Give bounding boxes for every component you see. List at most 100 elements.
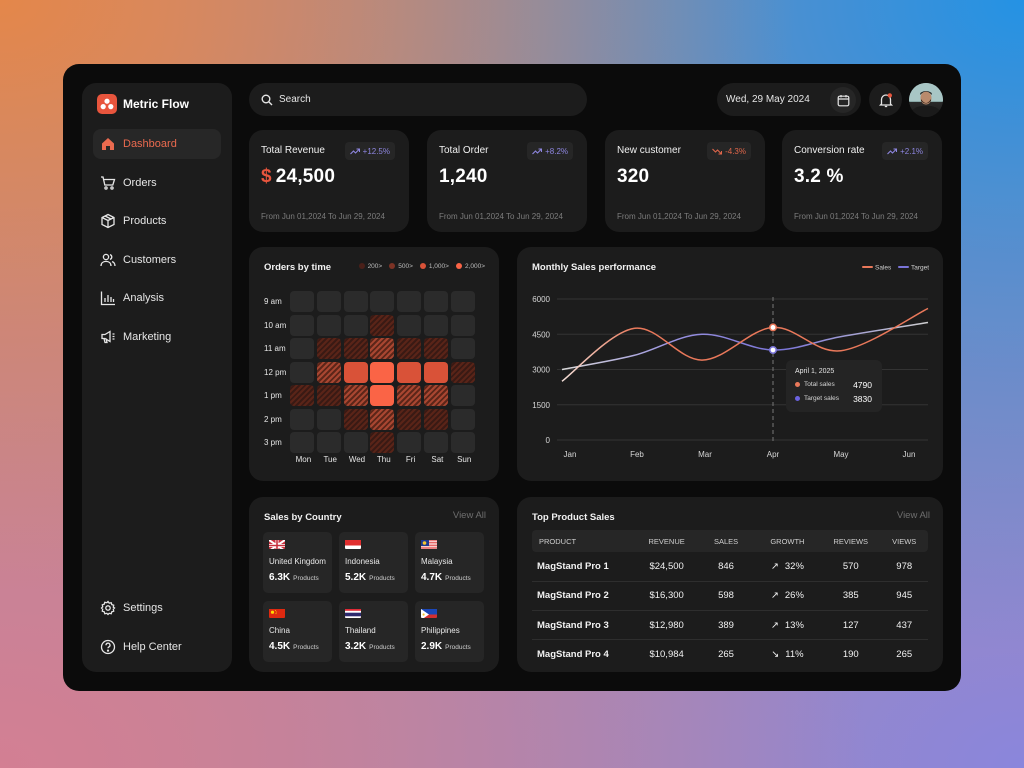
brand[interactable]: Metric Flow: [97, 94, 189, 114]
heatmap-cell[interactable]: [316, 408, 341, 430]
heatmap-cell[interactable]: [370, 291, 395, 313]
heatmap-cell[interactable]: [423, 432, 448, 454]
heatmap-cell[interactable]: [316, 338, 341, 360]
heatmap-cell[interactable]: [316, 291, 341, 313]
heatmap-cell[interactable]: [397, 432, 422, 454]
heatmap-cell[interactable]: [343, 432, 368, 454]
heatmap-cell[interactable]: [343, 385, 368, 407]
sidebar-item-label: Customers: [123, 253, 177, 266]
country-card-th[interactable]: Thailand 3.2K Products: [339, 601, 408, 662]
date-picker[interactable]: Wed, 29 May 2024: [717, 83, 861, 116]
table-row[interactable]: MagStand Pro 1 $24,500 846 ↗ 32% 570 978: [532, 552, 928, 582]
country-value: 6.3K Products: [269, 572, 319, 583]
heatmap-cell[interactable]: [397, 314, 422, 336]
view-all-countries-link[interactable]: View All: [452, 510, 486, 521]
heatmap-cell[interactable]: [290, 291, 314, 313]
column-header[interactable]: REVENUE: [634, 530, 699, 552]
heatmap-cell[interactable]: [450, 314, 475, 336]
heatmap-day-labels: Mon Tue Wed Thu Fri Sat Sun: [290, 455, 478, 464]
arrow-up-right-icon: ↗: [770, 560, 779, 572]
heatmap-cell[interactable]: [316, 385, 341, 407]
heatmap-cell[interactable]: [423, 314, 448, 336]
column-header[interactable]: SALES: [698, 530, 754, 552]
sidebar-item-analysis[interactable]: Analysis: [93, 283, 221, 313]
user-avatar[interactable]: [909, 83, 943, 117]
brand-name: Metric Flow: [123, 97, 190, 111]
country-card-my[interactable]: Malaysia 4.7K Products: [415, 532, 484, 593]
sidebar-item-settings[interactable]: Settings: [93, 593, 221, 623]
sidebar-item-customers[interactable]: Customers: [93, 245, 221, 275]
trend-down-icon: [712, 148, 723, 155]
country-card-ph[interactable]: Philippines 2.9K Products: [415, 601, 484, 662]
heatmap-cell[interactable]: [423, 338, 448, 360]
heatmap-cell[interactable]: [450, 408, 475, 430]
heatmap-cell[interactable]: [370, 314, 395, 336]
heatmap-cell[interactable]: [450, 385, 475, 407]
heatmap-cell[interactable]: [316, 314, 341, 336]
country-card-uk[interactable]: United Kingdom 6.3K Products: [263, 532, 332, 593]
heatmap-cell[interactable]: [370, 432, 395, 454]
heatmap-cell[interactable]: [343, 338, 368, 360]
column-header[interactable]: PRODUCT: [532, 530, 635, 552]
heatmap-cell[interactable]: [370, 338, 395, 360]
heatmap-cell[interactable]: [290, 338, 314, 360]
heatmap-cell[interactable]: [423, 408, 448, 430]
heatmap-cell[interactable]: [370, 385, 395, 407]
calendar-button[interactable]: [830, 87, 856, 113]
table-row[interactable]: MagStand Pro 3 $12,980 389 ↗ 13% 127 437: [532, 610, 928, 641]
heatmap-cell[interactable]: [450, 432, 475, 454]
current-date: Wed, 29 May 2024: [726, 94, 810, 105]
heatmap-cell[interactable]: [450, 291, 475, 313]
heatmap-cell[interactable]: [423, 361, 448, 383]
heatmap-cell[interactable]: [343, 408, 368, 430]
column-header[interactable]: VIEWS: [880, 530, 928, 552]
notifications-button[interactable]: [869, 83, 902, 116]
heatmap-cell[interactable]: [290, 314, 314, 336]
heatmap-cell[interactable]: [397, 361, 422, 383]
heatmap-cell[interactable]: [316, 361, 341, 383]
heatmap-cell[interactable]: [423, 291, 448, 313]
heatmap-row: 3 pm: [264, 431, 478, 455]
data-point-sales[interactable]: [769, 323, 778, 332]
view-all-products-link[interactable]: View All: [896, 510, 930, 521]
column-header[interactable]: GROWTH: [753, 530, 822, 552]
sidebar-item-dashboard[interactable]: Dashboard: [93, 129, 221, 159]
sidebar-bottom: Settings Help Center: [93, 593, 221, 670]
table-row[interactable]: MagStand Pro 4 $10,984 265 ↘ 11% 190 265: [532, 640, 928, 669]
search-bar[interactable]: [249, 83, 587, 116]
sidebar-item-marketing[interactable]: Marketing: [93, 322, 221, 352]
heatmap-cell[interactable]: [423, 385, 448, 407]
heatmap-cell[interactable]: [370, 361, 395, 383]
sidebar-item-orders[interactable]: Orders: [93, 168, 221, 198]
heatmap-cell[interactable]: [290, 361, 314, 383]
sidebar-item-help-center[interactable]: Help Center: [93, 632, 221, 662]
heatmap-cell[interactable]: [397, 338, 422, 360]
column-header[interactable]: REVIEWS: [821, 530, 881, 552]
hour-label: 9 am: [264, 297, 282, 307]
stat-range: From Jun 01,2024 To Jun 29, 2024: [261, 212, 385, 221]
heatmap-cell[interactable]: [343, 314, 368, 336]
hour-label: 2 pm: [264, 414, 282, 424]
heatmap-cell[interactable]: [397, 408, 422, 430]
heatmap-cell[interactable]: [397, 385, 422, 407]
search-input[interactable]: [279, 94, 559, 105]
table-row[interactable]: MagStand Pro 2 $16,300 598 ↗ 26% 385 945: [532, 581, 928, 612]
country-card-cn[interactable]: China 4.5K Products: [263, 601, 332, 662]
data-point-target[interactable]: [769, 345, 778, 354]
heatmap-cell[interactable]: [290, 432, 314, 454]
unit-label: Products: [445, 644, 471, 651]
calendar-icon: [837, 94, 849, 106]
country-card-id[interactable]: Indonesia 5.2K Products: [339, 532, 408, 593]
heatmap-cell[interactable]: [316, 432, 341, 454]
heatmap-cell[interactable]: [450, 361, 475, 383]
heatmap-cell[interactable]: [370, 408, 395, 430]
heatmap-cell[interactable]: [343, 291, 368, 313]
x-tick-label: May: [833, 450, 848, 459]
country-value: 5.2K Products: [345, 572, 395, 583]
sidebar-item-products[interactable]: Products: [93, 206, 221, 236]
heatmap-cell[interactable]: [450, 338, 475, 360]
heatmap-cell[interactable]: [290, 408, 314, 430]
heatmap-cell[interactable]: [290, 385, 314, 407]
heatmap-cell[interactable]: [397, 291, 422, 313]
heatmap-cell[interactable]: [343, 361, 368, 383]
